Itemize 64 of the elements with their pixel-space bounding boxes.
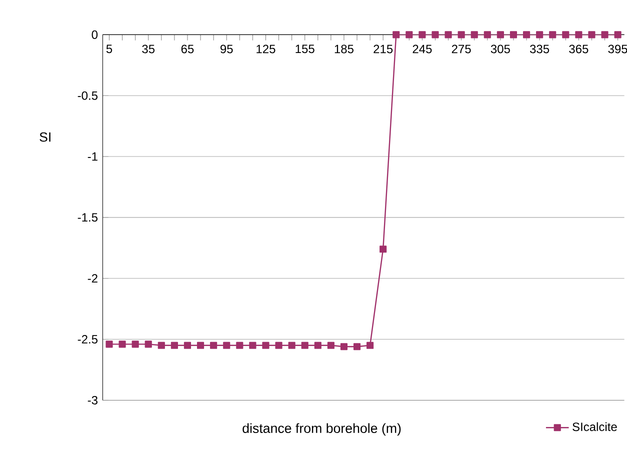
x-tick-label: 335 xyxy=(530,44,550,54)
point xyxy=(484,31,491,38)
point xyxy=(536,31,544,38)
point xyxy=(288,342,296,350)
point xyxy=(262,342,270,350)
point xyxy=(366,342,374,350)
point xyxy=(249,342,256,350)
x-tick-label: 185 xyxy=(334,44,354,54)
x-tick-label: 35 xyxy=(142,44,155,54)
point xyxy=(184,342,192,350)
point xyxy=(353,343,361,350)
point xyxy=(210,342,218,350)
point xyxy=(588,31,596,38)
x-tick-label: 215 xyxy=(374,44,393,54)
point xyxy=(549,31,556,38)
point xyxy=(236,342,244,350)
point xyxy=(380,246,387,253)
point xyxy=(392,31,400,38)
point xyxy=(118,340,126,348)
point xyxy=(275,342,282,350)
legend-label: SIcalcite xyxy=(572,422,617,432)
point xyxy=(132,340,139,348)
point xyxy=(523,31,530,38)
point xyxy=(406,31,413,38)
point xyxy=(432,31,439,38)
x-axis-title: distance from borehole (m) xyxy=(242,423,401,436)
point xyxy=(170,342,178,350)
x-tick-label: 155 xyxy=(296,44,314,54)
point xyxy=(575,31,582,38)
x-tick-label: 395 xyxy=(608,44,627,54)
point xyxy=(158,342,165,350)
x-tick-label: 95 xyxy=(220,44,233,54)
point xyxy=(327,342,334,350)
point xyxy=(340,343,348,350)
x-tick-label: 65 xyxy=(181,44,194,54)
y-tick-label: -3 xyxy=(88,396,98,405)
point xyxy=(470,31,478,38)
x-tick-label: 275 xyxy=(452,44,471,54)
point xyxy=(301,342,308,350)
x-tick-label: 125 xyxy=(256,44,276,54)
y-tick-label: 0 xyxy=(92,30,98,40)
point xyxy=(196,342,204,350)
y-tick-label: -1 xyxy=(88,152,98,161)
point xyxy=(614,31,622,38)
point xyxy=(444,31,452,38)
x-tick-label: 365 xyxy=(569,44,588,54)
x-tick-label: 5 xyxy=(106,44,112,54)
point xyxy=(510,31,518,38)
y-tick-label: -1.5 xyxy=(78,213,98,222)
x-tick-label: 245 xyxy=(412,44,432,54)
y-tick-label: -0.5 xyxy=(78,92,98,100)
y-axis-title: SI xyxy=(40,132,50,142)
y-tick-label: -2 xyxy=(88,274,98,283)
point xyxy=(223,342,230,350)
point xyxy=(601,31,608,38)
point xyxy=(496,31,504,38)
point xyxy=(458,31,465,38)
x-tick-label: 305 xyxy=(490,44,510,54)
point xyxy=(314,342,322,350)
point xyxy=(144,340,152,348)
y-tick-label: -2.5 xyxy=(78,335,98,344)
point xyxy=(106,340,113,348)
point xyxy=(418,31,426,38)
point xyxy=(562,31,570,38)
